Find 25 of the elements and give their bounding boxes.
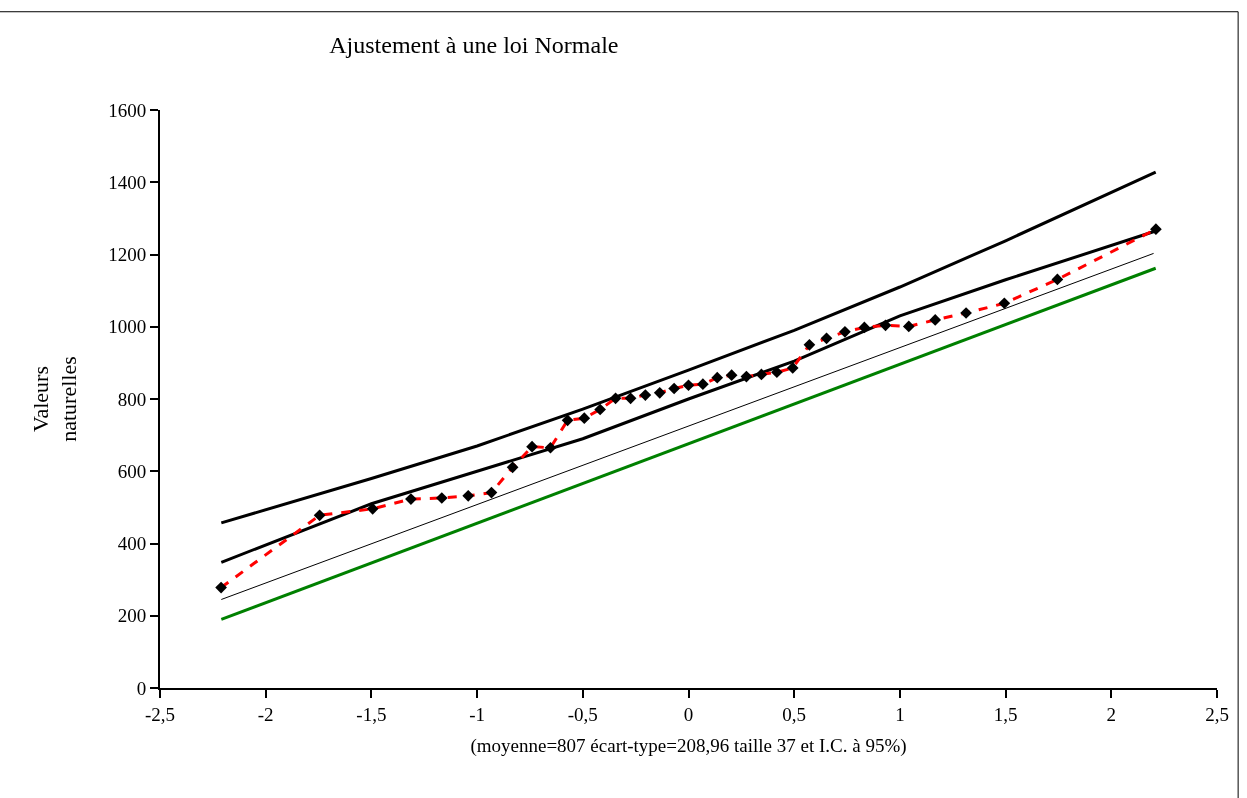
y-axis-title: Valeurs naturelles — [27, 356, 82, 442]
x-tick-label: 1 — [895, 703, 905, 725]
x-tick-label: -0,5 — [567, 703, 598, 725]
y-tick-label: 800 — [117, 388, 147, 410]
y-tick-label: 1000 — [108, 316, 147, 338]
y-tick-label: 1400 — [108, 171, 147, 193]
x-tick-label: -1 — [469, 703, 486, 725]
x-tick-label: 0 — [683, 703, 694, 725]
line-series — [219, 170, 1158, 525]
x-tick-label: 2 — [1106, 703, 1117, 725]
y-tick-label: 1200 — [108, 244, 147, 266]
x-tick-label: 0,5 — [782, 703, 807, 725]
x-axis-title: (moyenne=807 écart-type=208,96 taille 37 et I.C. à 95%) — [470, 735, 907, 758]
chart-title: Ajustement à une loi Normale — [329, 31, 619, 58]
y-tick-label: 400 — [117, 533, 147, 555]
y-tick-label: 600 — [117, 460, 147, 482]
y-tick-label: 200 — [117, 605, 147, 627]
x-tick-label: 2,5 — [1205, 703, 1229, 725]
x-tick-label: -1,5 — [356, 703, 387, 725]
x-tick-label: 1,5 — [993, 703, 1018, 725]
x-tick-label: -2,5 — [144, 703, 176, 725]
x-tick-label: -2 — [257, 703, 274, 725]
y-tick-label: 1600 — [108, 99, 147, 121]
y-tick-label: 0 — [136, 677, 147, 699]
point — [1150, 223, 1162, 236]
